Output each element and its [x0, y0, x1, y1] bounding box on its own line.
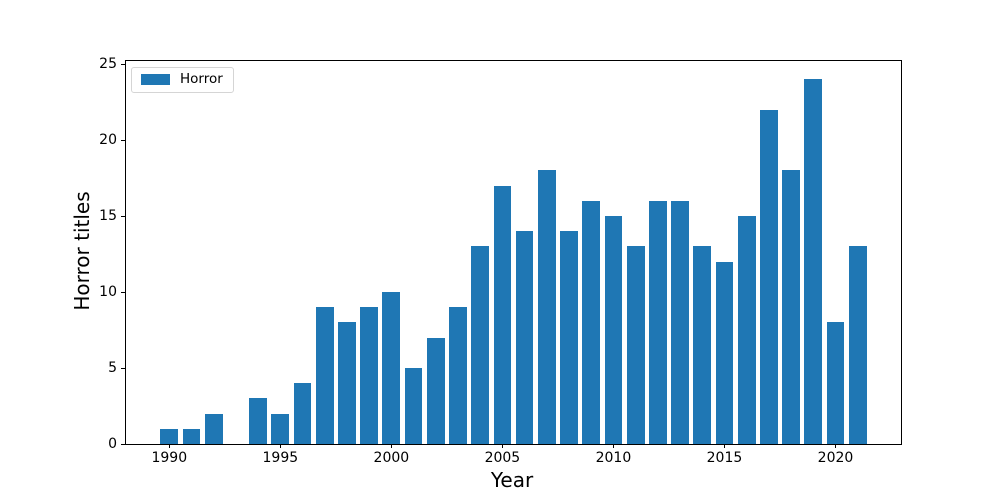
- bar-2008: [560, 231, 578, 444]
- y-tick-mark: [121, 292, 125, 294]
- x-tick-label: 1990: [151, 450, 188, 466]
- x-tick-label: 1995: [262, 450, 299, 466]
- bar-1997: [315, 307, 334, 444]
- bar-2009: [582, 200, 601, 444]
- x-tick-mark: [613, 444, 615, 448]
- bar-2018: [782, 170, 800, 444]
- bar-2000: [382, 292, 401, 444]
- bar-2013: [671, 200, 689, 444]
- bar-1999: [360, 307, 379, 444]
- y-tick-label: 10: [99, 284, 117, 301]
- y-tick-mark: [121, 368, 125, 369]
- bar-2015: [715, 261, 734, 444]
- bar-2012: [648, 200, 667, 444]
- x-tick-label: 2020: [817, 450, 854, 466]
- x-tick-mark: [502, 444, 504, 448]
- bar-1996: [293, 383, 312, 444]
- x-tick-mark: [835, 444, 837, 448]
- y-tick-mark: [121, 64, 125, 66]
- x-tick-mark: [724, 444, 726, 448]
- bar-2016: [737, 216, 756, 444]
- y-tick-mark: [121, 444, 125, 445]
- x-tick-label: 2000: [373, 450, 410, 466]
- bar-2011: [626, 246, 645, 444]
- y-tick-label: 25: [99, 56, 117, 73]
- y-axis-label: Horror titles: [70, 191, 94, 311]
- bar-2020: [826, 322, 845, 444]
- bar-2014: [693, 246, 712, 444]
- bar-2003: [449, 307, 467, 444]
- bar-2006: [515, 231, 534, 444]
- bar-2004: [471, 246, 490, 444]
- x-tick-label: 2010: [595, 450, 632, 466]
- bar-2021: [848, 246, 867, 444]
- bars-layer: [126, 61, 901, 444]
- x-tick-mark: [280, 444, 282, 448]
- y-tick-label: 0: [108, 436, 117, 452]
- plot-area: Horror: [125, 60, 902, 445]
- y-tick-mark: [121, 216, 125, 218]
- legend-swatch-horror: [141, 74, 170, 86]
- y-tick-mark: [121, 140, 125, 142]
- x-tick-label: 2015: [706, 450, 743, 466]
- legend: Horror: [131, 67, 234, 93]
- bar-2005: [493, 185, 512, 444]
- x-axis-label: Year: [490, 468, 534, 492]
- bar-2019: [804, 79, 823, 444]
- y-tick-label: 20: [99, 132, 117, 149]
- bar-2002: [426, 337, 445, 444]
- x-tick-label: 2005: [484, 450, 521, 466]
- bar-1990: [160, 428, 179, 444]
- bar-1992: [204, 413, 223, 444]
- bar-2010: [604, 216, 623, 444]
- bar-2007: [537, 170, 556, 444]
- y-tick-label: 15: [99, 208, 117, 225]
- bar-1995: [271, 413, 290, 444]
- bar-1998: [338, 322, 356, 444]
- x-tick-mark: [391, 444, 393, 448]
- x-tick-mark: [169, 444, 171, 448]
- bar-1994: [249, 398, 267, 444]
- y-tick-label: 5: [108, 360, 117, 376]
- bar-1991: [182, 428, 201, 444]
- bar-2001: [404, 368, 423, 444]
- legend-label-horror: Horror: [180, 71, 223, 87]
- bar-2017: [759, 109, 778, 444]
